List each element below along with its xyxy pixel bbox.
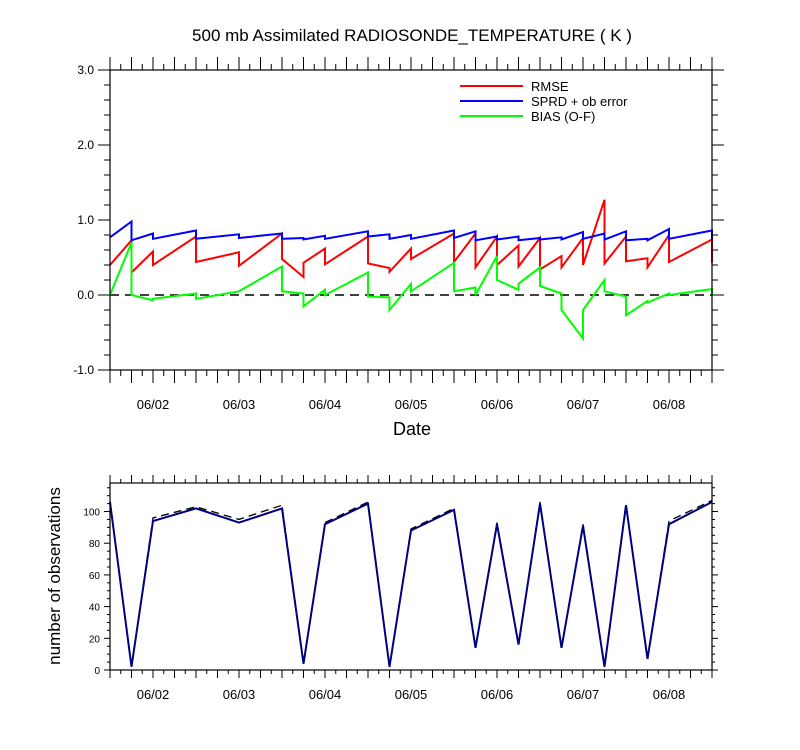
x-tick-label: 06/06 — [481, 397, 514, 412]
x-tick-label: 06/06 — [481, 687, 514, 702]
x-tick-label: 06/03 — [223, 687, 256, 702]
y-tick-label: -1.0 — [73, 363, 94, 377]
y-tick-label: 40 — [89, 603, 101, 614]
sprd-line — [109, 219, 713, 242]
bottom-panel-tick-labels: 0 20 40 60 80 100 06/02 06/03 06/04 06/05 06/06 06/… — [83, 508, 685, 702]
top-panel-series — [109, 199, 713, 342]
x-tick-label: 06/04 — [309, 397, 342, 412]
top-panel-ticks — [98, 57, 724, 383]
top-plot-frame — [109, 69, 713, 371]
legend-sprd-label: SPRD + ob error — [531, 94, 628, 109]
x-tick-label: 06/08 — [653, 397, 686, 412]
used-obs-line — [109, 501, 713, 667]
possible-obs-line — [109, 499, 713, 667]
y-tick-label: 20 — [89, 634, 101, 645]
legend-rmse-label: RMSE — [531, 79, 569, 94]
y-tick-label: 0.0 — [77, 288, 94, 302]
bias-line — [109, 242, 713, 342]
chart-title: 500 mb Assimilated RADIOSONDE_TEMPERATUR… — [192, 26, 632, 45]
y-tick-label: 2.0 — [77, 138, 94, 152]
bottom-panel-series — [109, 499, 713, 667]
x-tick-label: 06/02 — [137, 687, 170, 702]
x-tick-label: 06/08 — [653, 687, 686, 702]
x-tick-label: 06/05 — [395, 687, 428, 702]
y-tick-label: 60 — [89, 571, 101, 582]
x-tick-label: 06/02 — [137, 397, 170, 412]
y-tick-label: 0 — [94, 666, 100, 677]
y-tick-label: 100 — [83, 508, 100, 519]
x-axis-label: Date — [393, 419, 431, 439]
y-tick-label: 3.0 — [77, 63, 94, 77]
x-tick-label: 06/05 — [395, 397, 428, 412]
bottom-plot-frame — [109, 482, 713, 671]
y-tick-label: 80 — [89, 539, 101, 550]
top-panel-tick-labels: -1.0 0.0 1.0 2.0 3.0 06/02 06/03 06/04 06/05 06/0… — [73, 63, 685, 412]
x-tick-label: 06/04 — [309, 687, 342, 702]
y-axis-label: number of observations — [45, 487, 64, 665]
x-tick-label: 06/03 — [223, 397, 256, 412]
y-tick-label: 1.0 — [77, 213, 94, 227]
legend-bias-label: BIAS (O-F) — [531, 109, 595, 124]
x-tick-label: 06/07 — [567, 687, 600, 702]
x-tick-label: 06/07 — [567, 397, 600, 412]
